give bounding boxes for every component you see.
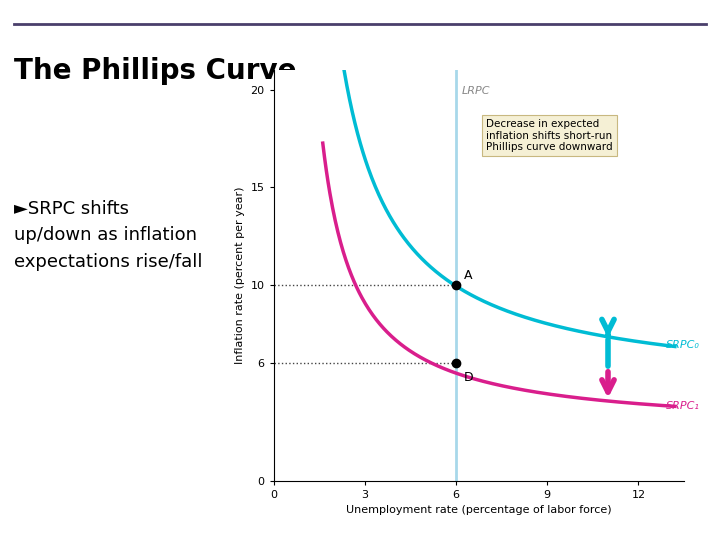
Y-axis label: Inflation rate (percent per year): Inflation rate (percent per year) (235, 187, 245, 364)
Text: SRPC₁: SRPC₁ (666, 401, 700, 410)
Text: SRPC₀: SRPC₀ (666, 340, 700, 350)
Text: A: A (464, 269, 472, 282)
Text: Decrease in expected
inflation shifts short-run
Phillips curve downward: Decrease in expected inflation shifts sh… (487, 119, 613, 152)
Text: LRPC: LRPC (462, 86, 490, 96)
X-axis label: Unemployment rate (percentage of labor force): Unemployment rate (percentage of labor f… (346, 505, 611, 515)
Text: D: D (464, 371, 473, 384)
Text: The Phillips Curve: The Phillips Curve (14, 57, 297, 85)
Text: ►SRPC shifts
up/down as inflation
expectations rise/fall: ►SRPC shifts up/down as inflation expect… (14, 200, 203, 271)
